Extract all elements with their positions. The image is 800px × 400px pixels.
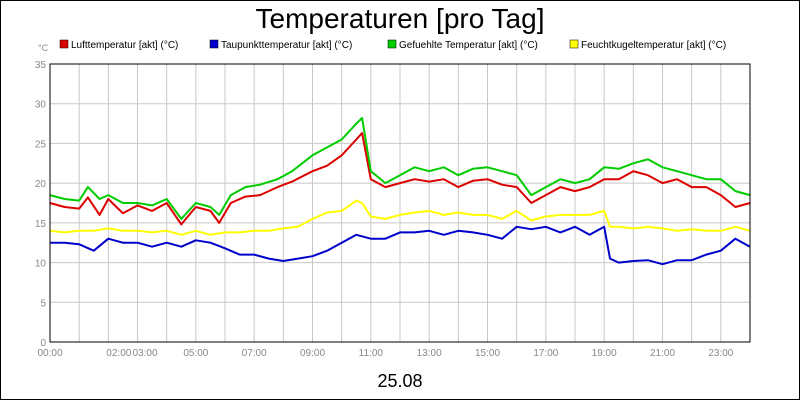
x-tick-label: 07:00 xyxy=(242,348,267,359)
plot-area xyxy=(49,63,751,343)
x-tick-label: 09:00 xyxy=(300,348,325,359)
legend-label: Taupunkttemperatur [akt] (°C) xyxy=(221,40,352,51)
series-line xyxy=(49,117,751,220)
x-tick-label: 03:00 xyxy=(133,348,158,359)
y-tick-label: 0 xyxy=(40,338,46,349)
x-tick-label: 21:00 xyxy=(650,348,675,359)
date-label: 25.08 xyxy=(377,371,422,391)
x-tick-label: 00:00 xyxy=(37,348,62,359)
y-tick-label: 5 xyxy=(40,298,46,309)
y-tick-label: 20 xyxy=(35,179,47,190)
x-tick-label: 11:00 xyxy=(359,348,384,359)
x-axis-ticks: 00:00 02:00 03:00 05:00 07:00 09:00 11:00 13:00… xyxy=(37,348,733,359)
y-tick-label: 10 xyxy=(35,259,47,270)
legend-swatch xyxy=(569,39,579,49)
x-tick-label: 05:00 xyxy=(183,348,208,359)
x-tick-label: 15:00 xyxy=(475,348,500,359)
chart-title: Temperaturen [pro Tag] xyxy=(256,3,545,34)
y-axis-unit: °C xyxy=(38,43,49,53)
x-tick-label: 13:00 xyxy=(417,348,442,359)
series-lines xyxy=(49,117,751,266)
y-tick-label: 30 xyxy=(35,100,47,111)
y-tick-label: 35 xyxy=(35,60,47,71)
y-tick-label: 25 xyxy=(35,139,47,150)
legend-label: Gefuehlte Temperatur [akt] (°C) xyxy=(399,40,538,51)
x-tick-label: 02:00 xyxy=(106,348,131,359)
x-tick-label: 19:00 xyxy=(592,348,617,359)
legend-swatch xyxy=(209,39,219,49)
legend: Lufttemperatur [akt] (°C) Taupunkttempera… xyxy=(59,39,726,51)
x-tick-label: 23:00 xyxy=(708,348,733,359)
legend-swatch xyxy=(59,39,69,49)
y-tick-label: 15 xyxy=(35,219,47,230)
grid xyxy=(49,63,751,343)
series-line xyxy=(49,199,751,236)
legend-label: Feuchtkugeltemperatur [akt] (°C) xyxy=(581,40,726,51)
series-line xyxy=(50,225,751,266)
legend-swatch xyxy=(387,39,397,49)
x-tick-label: 17:00 xyxy=(533,348,558,359)
series-line xyxy=(49,132,751,226)
legend-label: Lufttemperatur [akt] (°C) xyxy=(71,40,178,51)
y-axis-ticks: 0 5 10 15 20 25 30 35 xyxy=(35,60,47,349)
